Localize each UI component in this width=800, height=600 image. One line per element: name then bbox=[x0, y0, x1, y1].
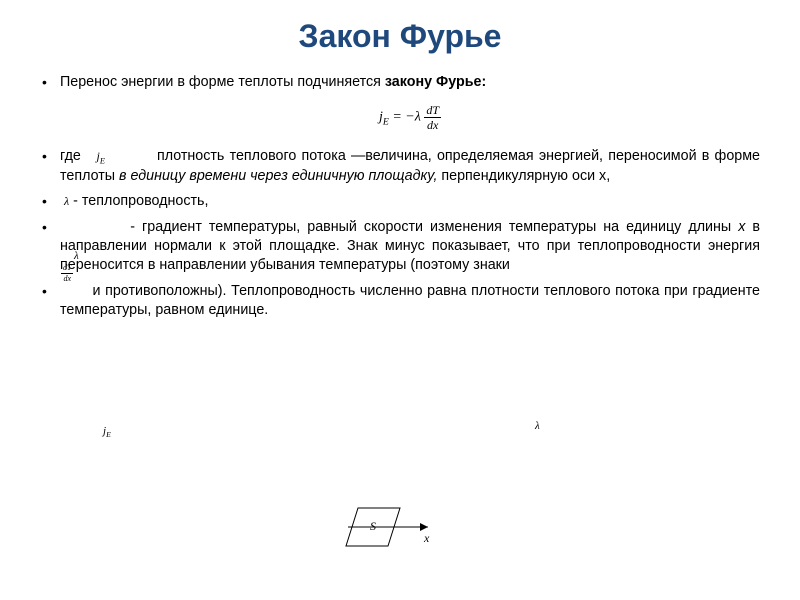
bullet-list: Перенос энергии в форме теплоты подчиняе… bbox=[40, 73, 760, 320]
overlay-lambda-2: λ bbox=[535, 420, 540, 432]
surface-diagram: S x bbox=[340, 498, 440, 568]
eq-frac-den: dx bbox=[424, 118, 441, 131]
eq-lhs-sub: E bbox=[383, 117, 389, 128]
bullet-4: - градиент температуры, равный скорости … bbox=[40, 218, 760, 276]
overlay-jE: jE bbox=[103, 425, 111, 439]
bullet-3-text: - теплопроводность, bbox=[69, 193, 208, 209]
slide-title: Закон Фурье bbox=[40, 18, 760, 55]
eq-frac-num: dT bbox=[424, 104, 441, 118]
overlay-j: j bbox=[103, 425, 106, 437]
bullet-2-postc: перпендикулярную оси x, bbox=[437, 168, 610, 184]
eq-lambda: λ bbox=[415, 110, 421, 125]
bullet-2-sym: jE bbox=[96, 149, 104, 163]
bullet-2-pre: где bbox=[60, 148, 86, 164]
bullet-5: и противоположны). Теплопроводность числ… bbox=[40, 282, 760, 321]
fourier-equation: jE = −λ dT dx bbox=[60, 104, 760, 131]
bullet-4-texta: - градиент температуры, равный скорости … bbox=[123, 219, 738, 235]
eq-fraction: dT dx bbox=[424, 104, 441, 131]
bullet-1-bold: закону Фурье: bbox=[385, 74, 486, 90]
bullet-3: λ - теплопроводность, bbox=[40, 192, 760, 211]
b2-sub: E bbox=[100, 157, 105, 166]
diagram-axis-arrowhead bbox=[420, 523, 428, 531]
diagram-svg: S x bbox=[340, 498, 440, 568]
overlay-j-sub: E bbox=[106, 430, 111, 439]
slide: Закон Фурье Перенос энергии в форме тепл… bbox=[0, 0, 800, 600]
diagram-label-x: x bbox=[423, 531, 430, 545]
diagram-label-S: S bbox=[370, 519, 376, 533]
bullet-2-postb: в единицу времени через единичную площад… bbox=[119, 168, 437, 184]
bullet-1: Перенос энергии в форме теплоты подчиняе… bbox=[40, 73, 760, 131]
eq-equals: = − bbox=[392, 110, 414, 125]
bullet-1-lead: Перенос энергии в форме теплоты подчиняе… bbox=[60, 74, 385, 90]
bullet-2: где jE плотность теплового потока —велич… bbox=[40, 147, 760, 186]
bullet-5-text: и противоположны). Теплопроводность числ… bbox=[60, 283, 760, 318]
